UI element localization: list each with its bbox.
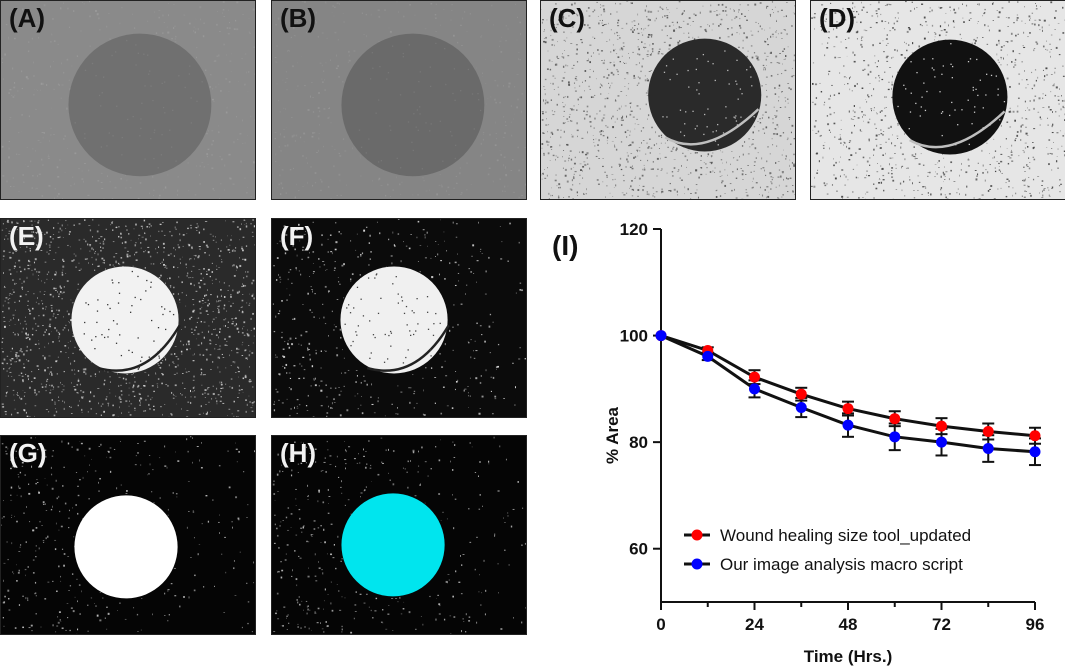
data-point-2	[889, 431, 901, 443]
data-point-2	[795, 402, 807, 414]
x-tick-label: 24	[745, 615, 764, 634]
data-point-2	[749, 383, 760, 395]
image-panel-b: (B)	[271, 0, 527, 200]
y-tick-label: 100	[620, 327, 648, 346]
data-point-1	[842, 403, 854, 415]
image-panel-h: (H)	[271, 435, 527, 635]
panel-label-a: (A)	[9, 3, 46, 33]
panel-label-d: (D)	[819, 3, 856, 33]
image-panel-f: (F)	[271, 218, 527, 418]
panel-label-g: (G)	[9, 438, 47, 468]
x-tick-label: 48	[839, 615, 858, 634]
data-point-2	[982, 443, 994, 455]
data-point-2	[936, 436, 947, 448]
data-point-1	[1029, 430, 1041, 442]
data-point-2	[655, 330, 667, 342]
x-tick-label: 0	[656, 615, 665, 634]
line-chart: (I) 60 80 100 120 0 24 48 72 96 Time (Hrs.) % Area W…	[540, 205, 1065, 670]
image-panel-c: (C)	[540, 0, 796, 200]
legend-label-2: Our image analysis macro script	[720, 555, 963, 574]
x-tick-label: 72	[932, 615, 951, 634]
x-tick-label: 96	[1026, 615, 1045, 634]
panel-label-b: (B)	[280, 3, 317, 33]
data-point-1	[889, 413, 901, 425]
panel-label-f: (F)	[280, 221, 314, 251]
legend-label-1: Wound healing size tool_updated	[720, 526, 971, 545]
image-panel-g: (G)	[0, 435, 256, 635]
data-point-2	[842, 419, 854, 431]
y-tick-label: 80	[629, 433, 648, 452]
panel-label-i: (I)	[552, 230, 578, 261]
y-axis-label: % Area	[603, 406, 622, 464]
data-point-1	[749, 371, 760, 383]
image-panel-a: (A)	[0, 0, 256, 200]
y-tick-label: 120	[620, 220, 648, 239]
image-panel-d: (D)	[810, 0, 1065, 200]
data-point-2	[1029, 446, 1041, 458]
data-point-1	[982, 425, 994, 437]
panel-label-c: (C)	[549, 3, 586, 33]
legend-marker-2	[691, 558, 703, 570]
data-point-2	[702, 350, 714, 362]
panel-label-h: (H)	[280, 438, 317, 468]
data-point-1	[795, 388, 807, 400]
y-tick-label: 60	[629, 540, 648, 559]
panel-label-e: (E)	[9, 221, 44, 251]
x-axis-label: Time (Hrs.)	[804, 647, 893, 666]
image-panel-e: (E)	[0, 218, 256, 418]
legend-marker-1	[691, 529, 703, 541]
data-point-1	[936, 420, 947, 432]
